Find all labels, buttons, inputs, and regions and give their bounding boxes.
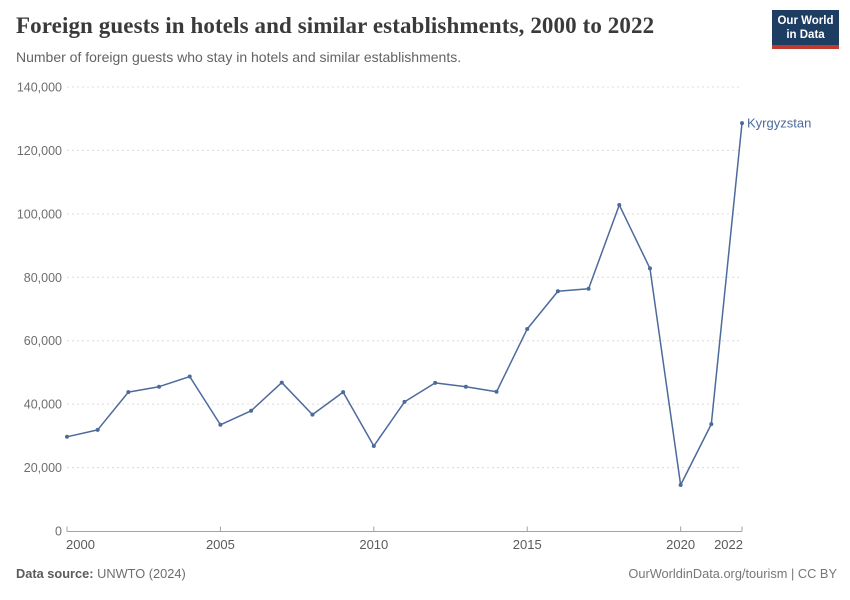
y-tick-label: 80,000 <box>24 271 62 285</box>
data-point[interactable] <box>586 286 591 291</box>
x-tick-label: 2000 <box>66 537 95 552</box>
data-point[interactable] <box>341 390 346 395</box>
data-point[interactable] <box>463 384 468 389</box>
owid-logo[interactable]: Our World in Data <box>772 10 839 49</box>
y-tick-label: 0 <box>55 525 62 539</box>
data-point[interactable] <box>310 412 315 417</box>
data-point[interactable] <box>187 374 192 379</box>
credit-link[interactable]: OurWorldinData.org/tourism | CC BY <box>628 566 837 581</box>
data-point[interactable] <box>678 483 683 488</box>
y-tick-label: 40,000 <box>24 398 62 412</box>
data-point[interactable] <box>249 408 254 413</box>
data-point[interactable] <box>494 389 499 394</box>
x-tick-label: 2020 <box>666 537 695 552</box>
x-tick-label: 2010 <box>359 537 388 552</box>
data-point[interactable] <box>709 422 714 427</box>
series-line <box>66 122 743 486</box>
x-tick-label: 2015 <box>513 537 542 552</box>
y-tick-label: 100,000 <box>17 207 62 221</box>
data-point[interactable] <box>525 326 530 331</box>
y-tick-label: 120,000 <box>17 144 62 158</box>
owid-logo-line1: Our World <box>777 15 834 27</box>
data-point[interactable] <box>433 380 438 385</box>
data-point[interactable] <box>126 390 131 395</box>
data-point[interactable] <box>218 422 223 427</box>
chart-subtitle: Number of foreign guests who stay in hot… <box>16 49 462 65</box>
page-title: Foreign guests in hotels and similar est… <box>16 13 655 38</box>
data-source: Data source: UNWTO (2024) <box>16 566 186 581</box>
y-tick-label: 20,000 <box>24 461 62 475</box>
chart-footer: Data source: UNWTO (2024) OurWorldinData… <box>16 566 837 581</box>
data-point[interactable] <box>65 434 69 439</box>
data-point[interactable] <box>647 266 652 271</box>
data-point[interactable] <box>95 427 100 432</box>
data-point[interactable] <box>371 444 376 449</box>
owid-logo-line2: in Data <box>786 29 825 41</box>
data-point[interactable] <box>740 121 744 126</box>
x-tick-label: 2005 <box>206 537 235 552</box>
data-point[interactable] <box>617 202 622 207</box>
data-point[interactable] <box>402 399 407 404</box>
data-point[interactable] <box>555 289 560 294</box>
y-tick-label: 60,000 <box>24 334 62 348</box>
data-point[interactable] <box>157 384 162 389</box>
series-label[interactable]: Kyrgyzstan <box>747 116 811 131</box>
y-tick-label: 140,000 <box>17 81 62 95</box>
data-point[interactable] <box>279 380 284 385</box>
x-tick-label: 2022 <box>714 537 743 552</box>
